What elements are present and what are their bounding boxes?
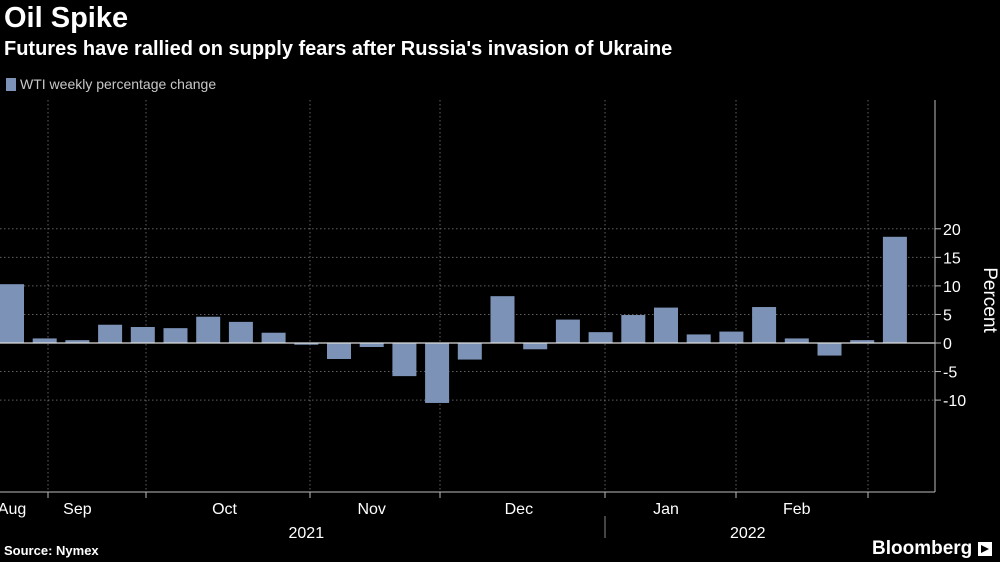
brand-label: Bloomberg [872,538,973,559]
bloomberg-play-icon [978,542,993,556]
bar [850,340,875,343]
axes [0,100,941,538]
bar [425,343,450,403]
y-tick-label: 5 [943,307,952,324]
x-year-label: 2021 [289,525,325,542]
bar [294,343,319,345]
chart-title: Oil Spike [4,2,129,34]
x-month-label: Jan [653,501,679,518]
bar [163,328,188,343]
x-month-label: Nov [357,501,385,518]
bar [0,284,24,343]
bar [588,332,613,343]
bar [196,316,221,343]
bar [98,324,123,343]
y-axis-title: Percent [979,267,1000,333]
bar [392,343,417,377]
bar [490,296,515,343]
bars [0,236,907,403]
source-note: Source: Nymex [4,543,99,558]
bar [32,338,57,343]
y-tick-label: -10 [943,393,966,410]
x-month-label: Feb [783,501,811,518]
bar [686,334,711,343]
y-tick-label: -5 [943,365,957,382]
x-month-label: Sep [63,501,92,518]
bar [65,340,90,343]
bar [359,343,384,347]
y-tick-label: 0 [943,336,952,353]
legend-swatch [6,77,16,91]
bar [457,343,482,360]
bar [621,315,646,343]
bloomberg-logo: Bloomberg [872,538,993,560]
y-tick-label: 10 [943,279,961,296]
bar [327,343,351,359]
bar [817,343,842,356]
x-month-label: Oct [212,501,237,518]
bar [523,343,548,350]
chart-subtitle: Futures have rallied on supply fears aft… [4,38,673,60]
x-month-label: Aug [0,501,26,518]
bar [654,307,678,343]
axis-labels: 20 15 10 5 0 -5 -10 Aug Sep Oct Nov Dec Jan Feb 2021 20… [0,222,1000,542]
bar [784,338,809,343]
legend-label: WTI weekly percentage change [20,76,217,92]
y-tick-label: 15 [943,250,961,267]
bar [261,332,286,343]
bar [752,307,777,343]
y-tick-label: 20 [943,222,961,239]
grid-lines [0,100,935,492]
x-month-label: Dec [505,501,533,518]
bar [719,331,744,343]
x-year-label: 2022 [730,525,766,542]
bar [228,321,253,343]
bar [555,319,580,343]
bar [882,236,907,343]
legend: WTI weekly percentage change [6,76,216,92]
bar [130,327,155,343]
